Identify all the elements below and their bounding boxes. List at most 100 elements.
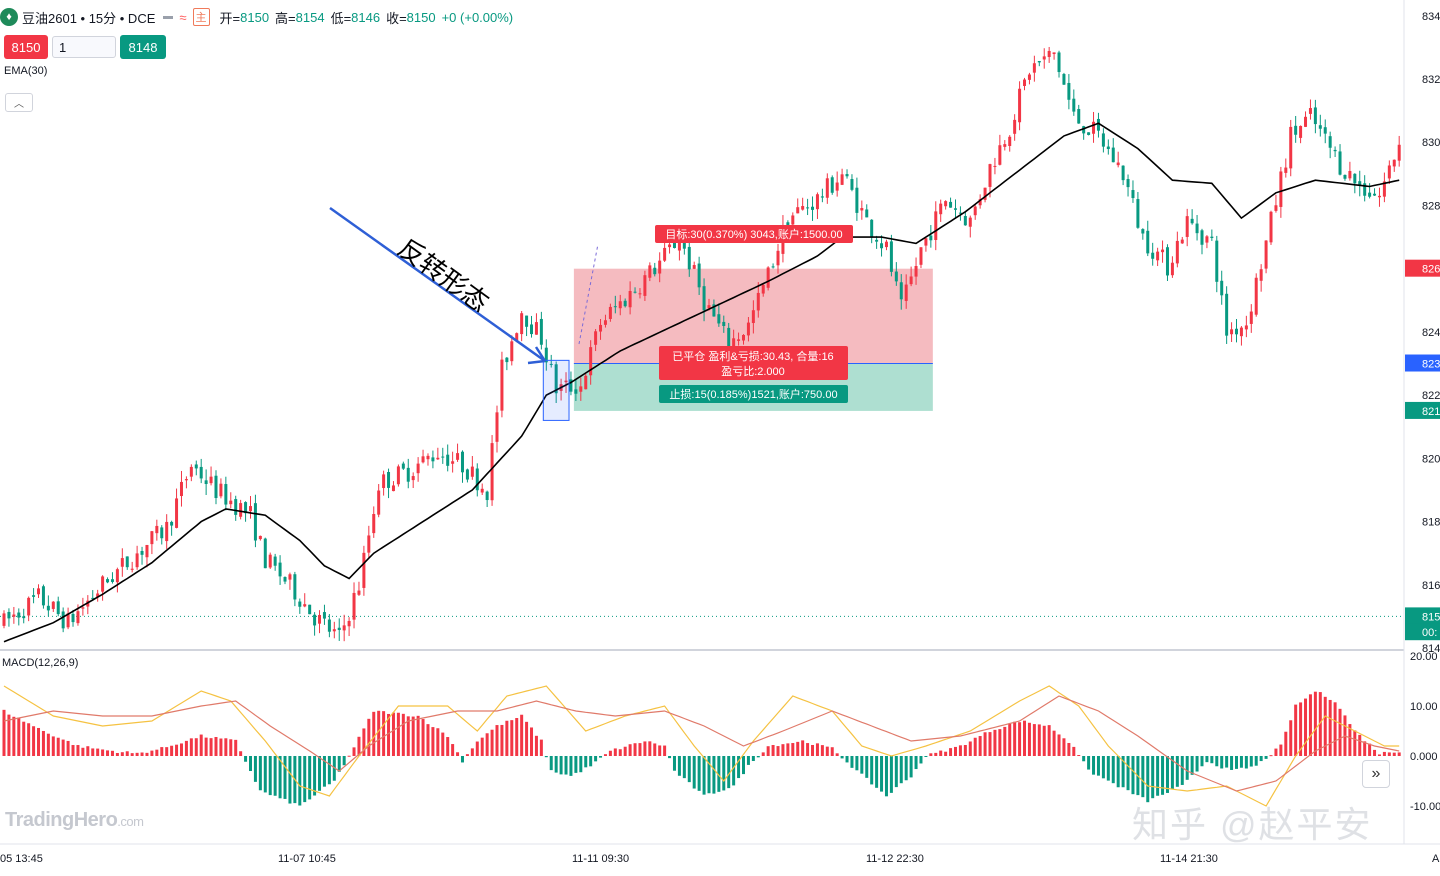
macd-bar — [1313, 691, 1317, 756]
buy-button[interactable]: 8148 — [120, 35, 166, 59]
macd-bar — [1067, 742, 1071, 756]
high-value: 8154 — [295, 9, 325, 25]
target-label: 目标:30(0.370%) 3043,账户:1500.00 — [665, 227, 842, 241]
macd-bar — [1304, 698, 1308, 756]
macd-bar — [865, 756, 869, 778]
macd-bar — [1101, 756, 1105, 779]
macd-bar — [239, 751, 243, 756]
candle-body — [456, 453, 460, 460]
macd-bar — [446, 737, 450, 756]
macd-bar — [1382, 751, 1386, 756]
macd-bar — [1190, 756, 1194, 775]
price-tag-label: 00: — [1422, 627, 1437, 639]
candle-body — [101, 576, 105, 592]
macd-bar — [894, 756, 898, 788]
candle-body — [1353, 173, 1357, 184]
candle-body — [1092, 121, 1096, 134]
price-tag-bg — [1405, 354, 1440, 372]
candle-body — [648, 265, 652, 278]
macd-bar — [914, 756, 918, 770]
macd-indicator-label[interactable]: MACD(12,26,9) — [2, 657, 79, 669]
candle-body — [22, 616, 26, 619]
candle-body — [677, 241, 681, 251]
macd-bar — [806, 743, 810, 756]
minimize-icon[interactable] — [163, 15, 174, 19]
macd-histogram-group — [2, 691, 1401, 806]
macd-bar — [751, 756, 755, 762]
candle-body — [1057, 52, 1061, 73]
compare-wave-icon[interactable]: ≈ — [179, 9, 187, 25]
candle-body — [855, 187, 859, 213]
macd-bar — [1254, 756, 1258, 766]
candle-body — [1215, 240, 1219, 282]
scroll-to-realtime-button[interactable]: » — [1362, 760, 1390, 788]
candle-body — [475, 468, 479, 491]
candle-body — [2, 613, 6, 626]
candle-body — [140, 550, 144, 555]
macd-bar — [544, 756, 548, 758]
macd-bar — [189, 738, 193, 756]
macd-bar — [1018, 722, 1022, 756]
macd-bar — [357, 736, 361, 756]
sell-button[interactable]: 8150 — [4, 35, 48, 59]
macd-bar — [1062, 738, 1066, 756]
candle-body — [505, 357, 509, 363]
candle-body — [978, 199, 982, 206]
candle-body — [899, 282, 903, 300]
candle-body — [870, 219, 874, 238]
macd-bar — [953, 746, 957, 756]
candle-body — [1136, 199, 1140, 228]
macd-bar — [1003, 726, 1007, 756]
macd-bar — [120, 752, 124, 756]
macd-bar — [322, 756, 326, 787]
close-value: 8150 — [406, 9, 436, 25]
candle-body — [850, 179, 854, 190]
macd-bar — [589, 756, 593, 767]
macd-bar — [219, 738, 223, 756]
quantity-input[interactable]: 1 — [52, 36, 116, 58]
candle-body — [303, 604, 307, 607]
candle-body — [968, 217, 972, 227]
price-tick-label: 820 — [1422, 453, 1440, 465]
candle-body — [1397, 144, 1401, 161]
candle-body — [278, 562, 282, 577]
price-tick-label: 818 — [1422, 517, 1440, 529]
candle-body — [929, 235, 933, 241]
candle-body — [845, 174, 849, 177]
macd-bar — [160, 747, 164, 756]
candle-body — [1077, 109, 1081, 124]
symbol-title[interactable]: 豆油2601 • 15分 • DCE — [22, 10, 156, 26]
macd-bar — [978, 736, 982, 756]
candle-body — [1185, 216, 1189, 237]
candle-body — [1047, 50, 1051, 58]
macd-bar — [258, 756, 262, 791]
candle-body — [229, 500, 233, 505]
macd-bar — [525, 721, 529, 756]
candle-body — [672, 241, 676, 249]
macd-bar — [727, 756, 731, 789]
macd-bar — [746, 756, 750, 765]
candle-body — [485, 491, 489, 501]
candle-body — [421, 456, 425, 463]
macd-bar — [889, 756, 893, 793]
target-label-bg — [655, 225, 853, 243]
candle-body — [1205, 236, 1209, 243]
macd-bar — [1220, 756, 1224, 769]
candle-body — [712, 304, 716, 317]
candle-body — [727, 327, 731, 351]
candle-body — [860, 208, 864, 211]
candle-body — [1239, 327, 1243, 337]
candle-body — [889, 241, 893, 272]
collapse-indicators-button[interactable]: ︿ — [5, 93, 33, 112]
price-tag-bg — [1405, 623, 1440, 641]
candle-body — [776, 250, 780, 266]
candle-body — [983, 187, 987, 200]
candle-body — [539, 318, 543, 345]
macd-bar — [441, 732, 445, 756]
candle-body — [811, 206, 815, 210]
candle-body — [1008, 136, 1012, 146]
ema-indicator-label[interactable]: EMA(30) — [4, 65, 48, 77]
candle-body — [391, 485, 395, 492]
macd-bar — [1180, 756, 1184, 785]
